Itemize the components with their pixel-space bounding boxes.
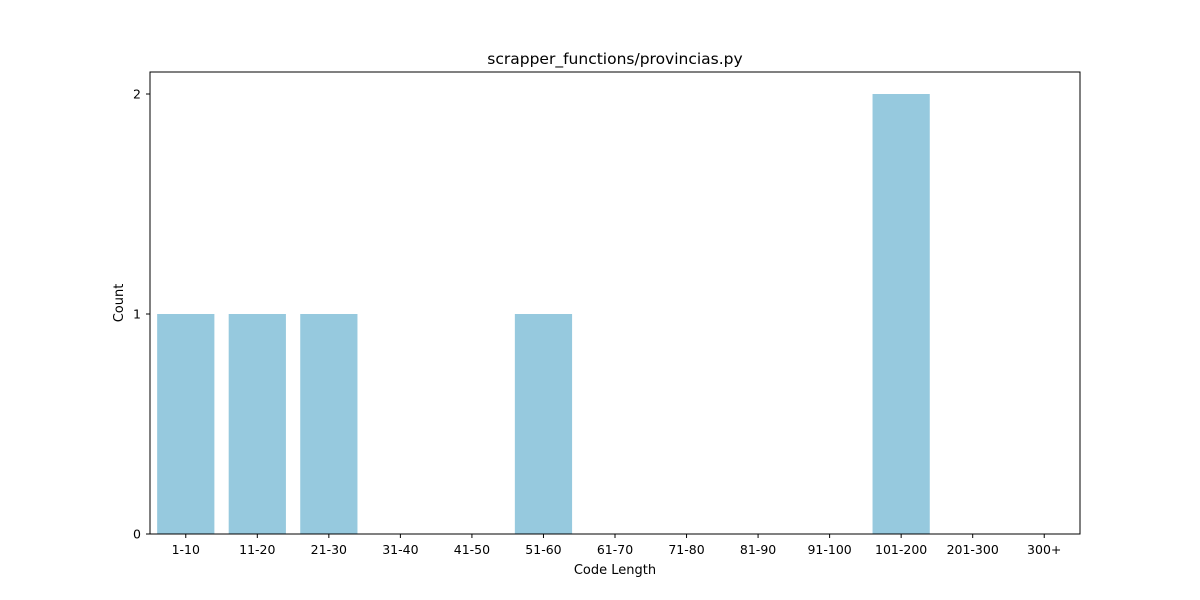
y-axis-ticks: 0 1 2 bbox=[133, 87, 150, 542]
y-tick-label: 2 bbox=[133, 87, 141, 102]
plot-frame bbox=[149, 71, 1081, 535]
y-tick-label: 0 bbox=[133, 527, 141, 542]
x-axis-ticks: 1-10 11-20 21-30 31-40 41-50 51-60 61-70 71-80 8… bbox=[172, 534, 1061, 557]
x-tick-label: 91-100 bbox=[807, 542, 851, 557]
x-tick-label: 41-50 bbox=[454, 542, 490, 557]
x-tick-label: 71-80 bbox=[668, 542, 704, 557]
bar-101-200 bbox=[872, 94, 930, 534]
y-axis-label: Count bbox=[112, 284, 127, 323]
x-tick-label: 300+ bbox=[1027, 542, 1061, 557]
x-tick-label: 31-40 bbox=[382, 542, 418, 557]
x-tick-label: 101-200 bbox=[875, 542, 927, 557]
x-axis-label: Code Length bbox=[574, 563, 656, 578]
x-tick-label: 11-20 bbox=[239, 542, 275, 557]
bar-51-60 bbox=[514, 314, 573, 534]
bars bbox=[157, 94, 930, 534]
y-tick-label: 1 bbox=[133, 307, 141, 322]
bar-1-10 bbox=[157, 314, 215, 534]
x-tick-label: 1-10 bbox=[172, 542, 200, 557]
x-tick-label: 81-90 bbox=[740, 542, 776, 557]
x-tick-label: 201-300 bbox=[947, 542, 999, 557]
chart-title: scrapper_functions/provincias.py bbox=[487, 50, 742, 69]
bar-11-20 bbox=[228, 314, 286, 534]
x-tick-label: 51-60 bbox=[525, 542, 561, 557]
x-tick-label: 21-30 bbox=[311, 542, 347, 557]
x-tick-label: 61-70 bbox=[597, 542, 633, 557]
bar-21-30 bbox=[300, 314, 358, 534]
